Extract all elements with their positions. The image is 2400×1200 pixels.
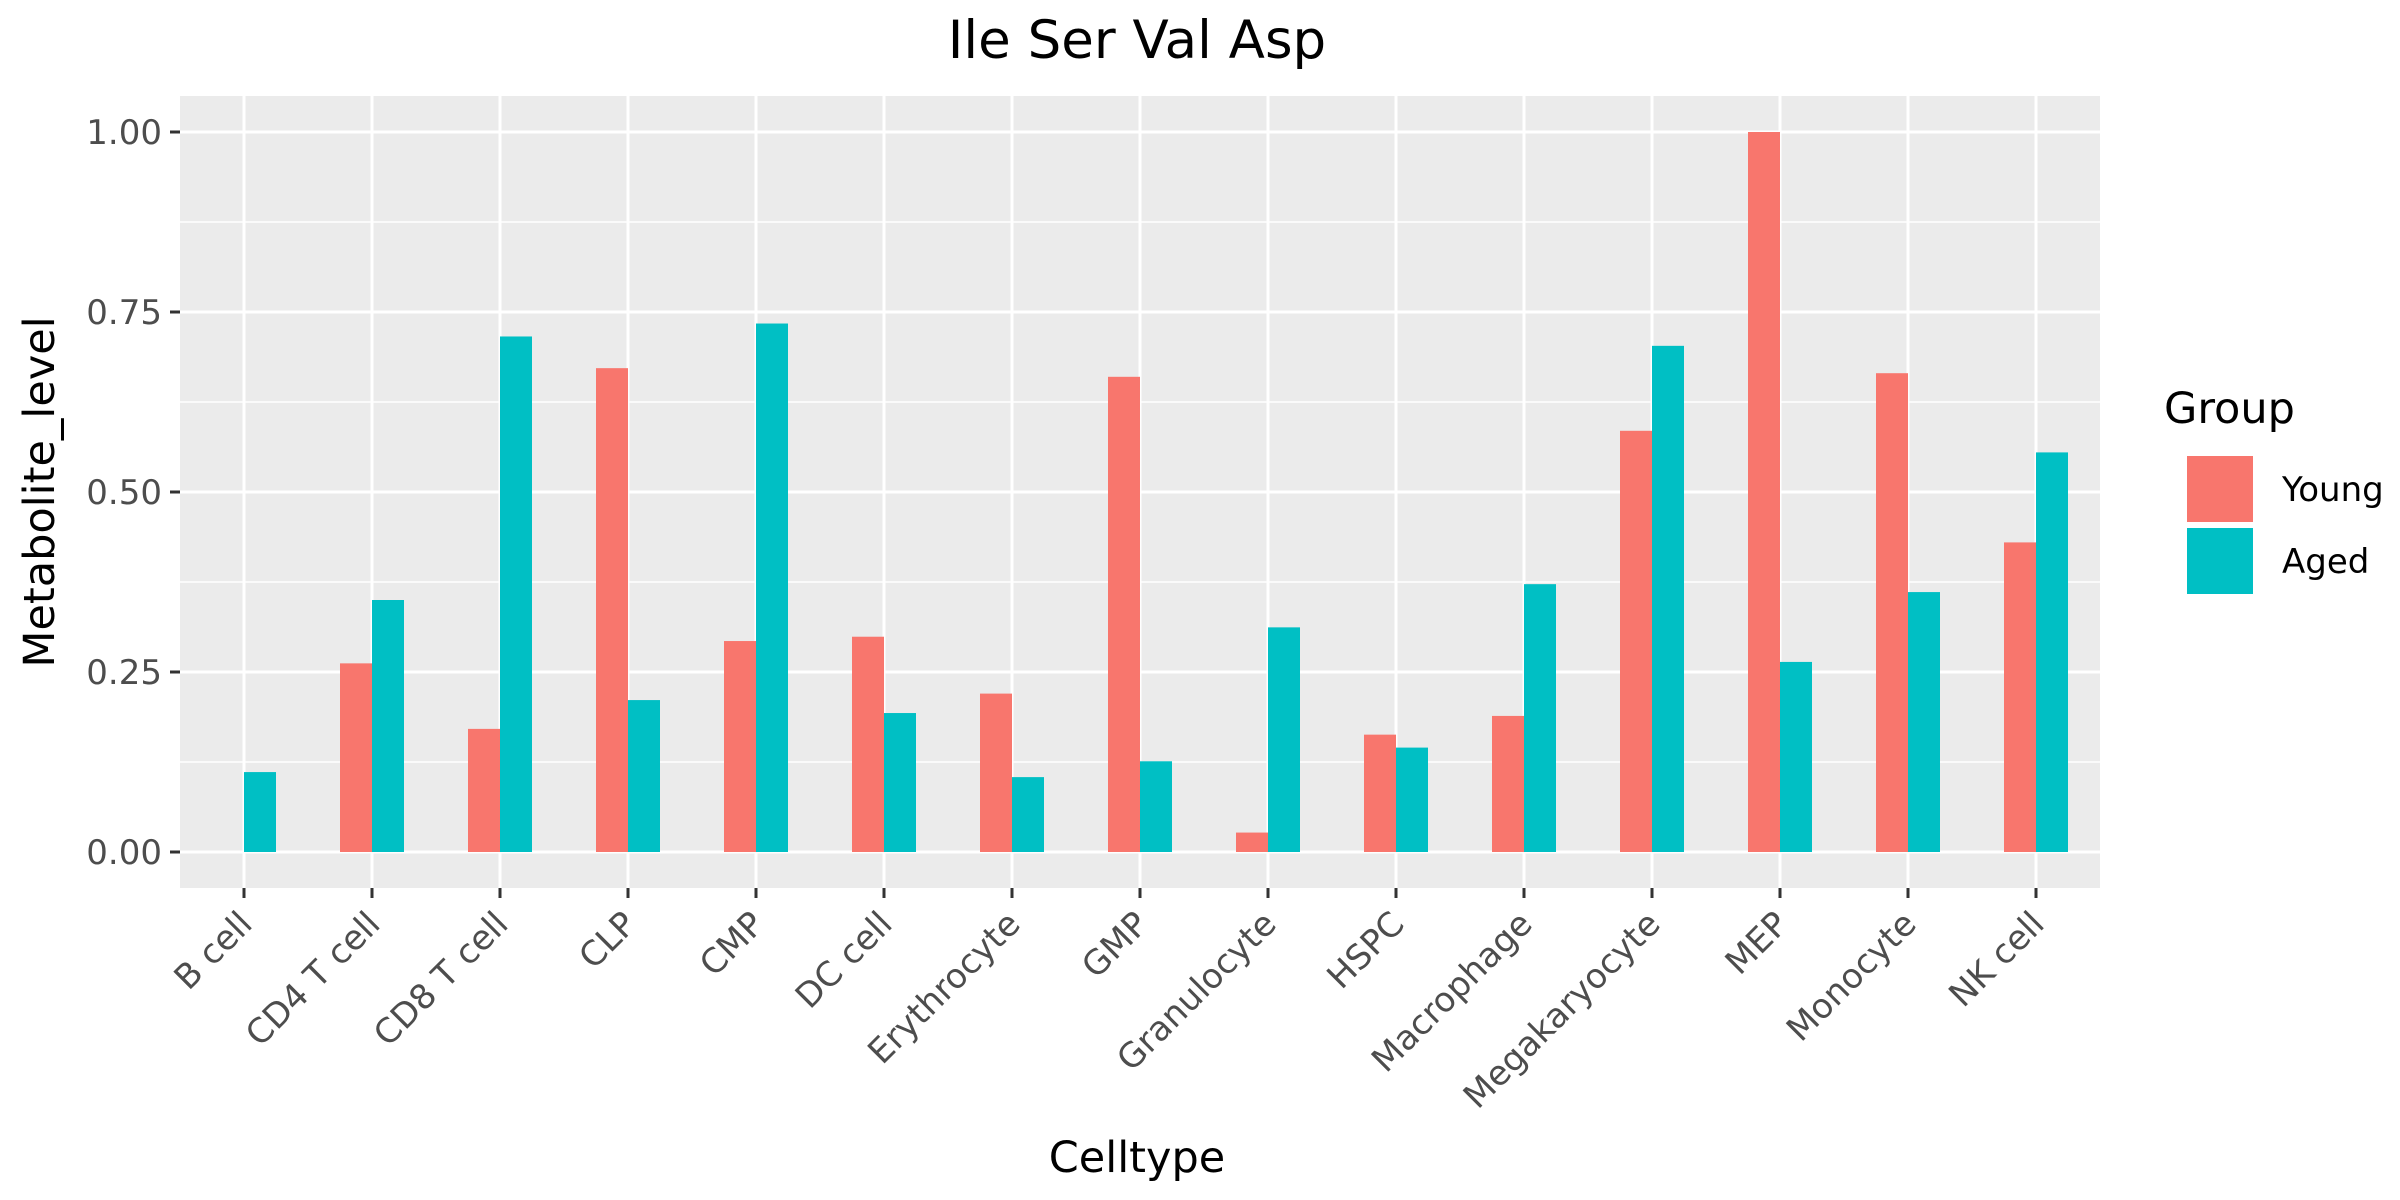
bar-young	[724, 641, 756, 852]
bar-aged	[756, 323, 788, 852]
bar-young	[980, 693, 1012, 852]
x-tick-label: Monocyte	[1779, 904, 1924, 1049]
bar-aged	[1524, 584, 1556, 852]
x-tick-label: CD8 T cell	[366, 904, 516, 1054]
bar-aged	[628, 700, 660, 852]
bar-aged	[372, 600, 404, 852]
bar-aged	[2036, 452, 2068, 852]
x-tick-label: CMP	[692, 904, 772, 984]
x-tick-label: CLP	[571, 904, 644, 977]
bar-aged	[1652, 345, 1684, 852]
bar-young	[1620, 430, 1652, 852]
x-tick-label: GMP	[1074, 904, 1156, 986]
bar-aged	[244, 772, 276, 852]
bar-young	[1108, 376, 1140, 852]
y-axis-title: Metabolite_level	[15, 316, 65, 667]
chart-title: Ile Ser Val Asp	[948, 10, 1326, 71]
y-tick-label: 0.50	[86, 473, 162, 513]
bar-aged	[1780, 661, 1812, 852]
bar-young	[2004, 542, 2036, 852]
bar-young	[1876, 373, 1908, 852]
y-tick-label: 0.25	[86, 653, 162, 693]
bars	[244, 132, 2068, 853]
x-tick-label: B cell	[167, 904, 261, 998]
y-tick-label: 0.75	[86, 293, 162, 333]
legend-label-young: Young	[2281, 470, 2384, 510]
bar-aged	[1908, 592, 1940, 852]
bar-aged	[1012, 777, 1044, 852]
x-tick-label: MEP	[1718, 904, 1797, 983]
y-axis: 0.00 0.25 0.50 0.75 1.00	[86, 113, 180, 873]
bar-young	[1236, 832, 1268, 852]
legend-key-young	[2187, 456, 2253, 522]
bar-young	[468, 728, 500, 852]
bar-young	[1748, 132, 1780, 852]
x-tick-label: CD4 T cell	[238, 904, 388, 1054]
x-tick-label: NK cell	[1941, 904, 2052, 1015]
y-tick-label: 0.00	[86, 833, 162, 873]
legend-label-aged: Aged	[2282, 542, 2369, 582]
bar-aged	[1268, 627, 1300, 852]
bar-young	[1364, 734, 1396, 852]
legend-title: Group	[2164, 384, 2295, 434]
bar-aged	[1140, 761, 1172, 852]
bar-young	[852, 636, 884, 852]
x-tick-label: DC cell	[788, 904, 901, 1017]
bar-aged	[1396, 747, 1428, 852]
bar-young	[1492, 715, 1524, 852]
x-tick-label: HSPC	[1319, 904, 1412, 997]
legend: Group Young Aged	[2164, 384, 2384, 594]
x-axis-title: Celltype	[1049, 1133, 1225, 1183]
bar-young	[340, 663, 372, 852]
bar-young	[596, 368, 628, 852]
legend-key-aged	[2187, 528, 2253, 594]
bar-aged	[500, 336, 532, 853]
legend-items: Young Aged	[2187, 456, 2384, 594]
bar-aged	[884, 713, 916, 852]
y-tick-label: 1.00	[86, 113, 162, 153]
